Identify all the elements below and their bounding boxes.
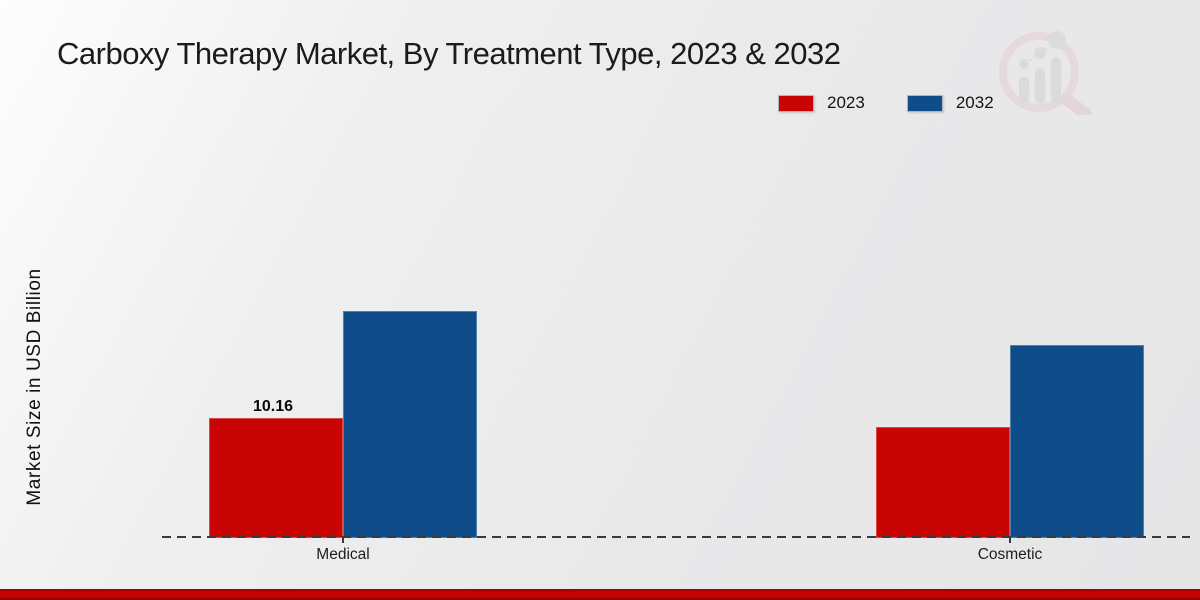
bar-cosmetic-2023 xyxy=(876,427,1010,538)
x-axis-baseline xyxy=(162,536,1190,538)
legend-label-2023: 2023 xyxy=(827,93,865,112)
legend-swatch-2032-icon xyxy=(906,94,943,112)
magnifier-bar-chart-logo-icon xyxy=(999,31,1092,115)
axis-tick-medical xyxy=(342,538,344,543)
legend: 2023 2032 xyxy=(778,93,994,113)
chart-title: Carboxy Therapy Market, By Treatment Typ… xyxy=(57,36,841,71)
category-label-medical: Medical xyxy=(316,546,370,563)
legend-item-2032: 2032 xyxy=(906,93,994,113)
legend-label-2032: 2032 xyxy=(955,93,994,112)
bar-cosmetic-2032 xyxy=(1010,345,1144,538)
legend-swatch-2023-icon xyxy=(778,94,814,112)
axis-tick-cosmetic xyxy=(1009,538,1011,543)
category-label-cosmetic: Cosmetic xyxy=(977,546,1043,563)
bar-medical-2032 xyxy=(343,311,477,538)
bar-medical-2023 xyxy=(209,418,343,538)
value-label-medical-2023: 10.16 xyxy=(252,398,294,415)
footer-brand-band xyxy=(0,589,1200,600)
legend-item-2023: 2023 xyxy=(778,93,865,113)
